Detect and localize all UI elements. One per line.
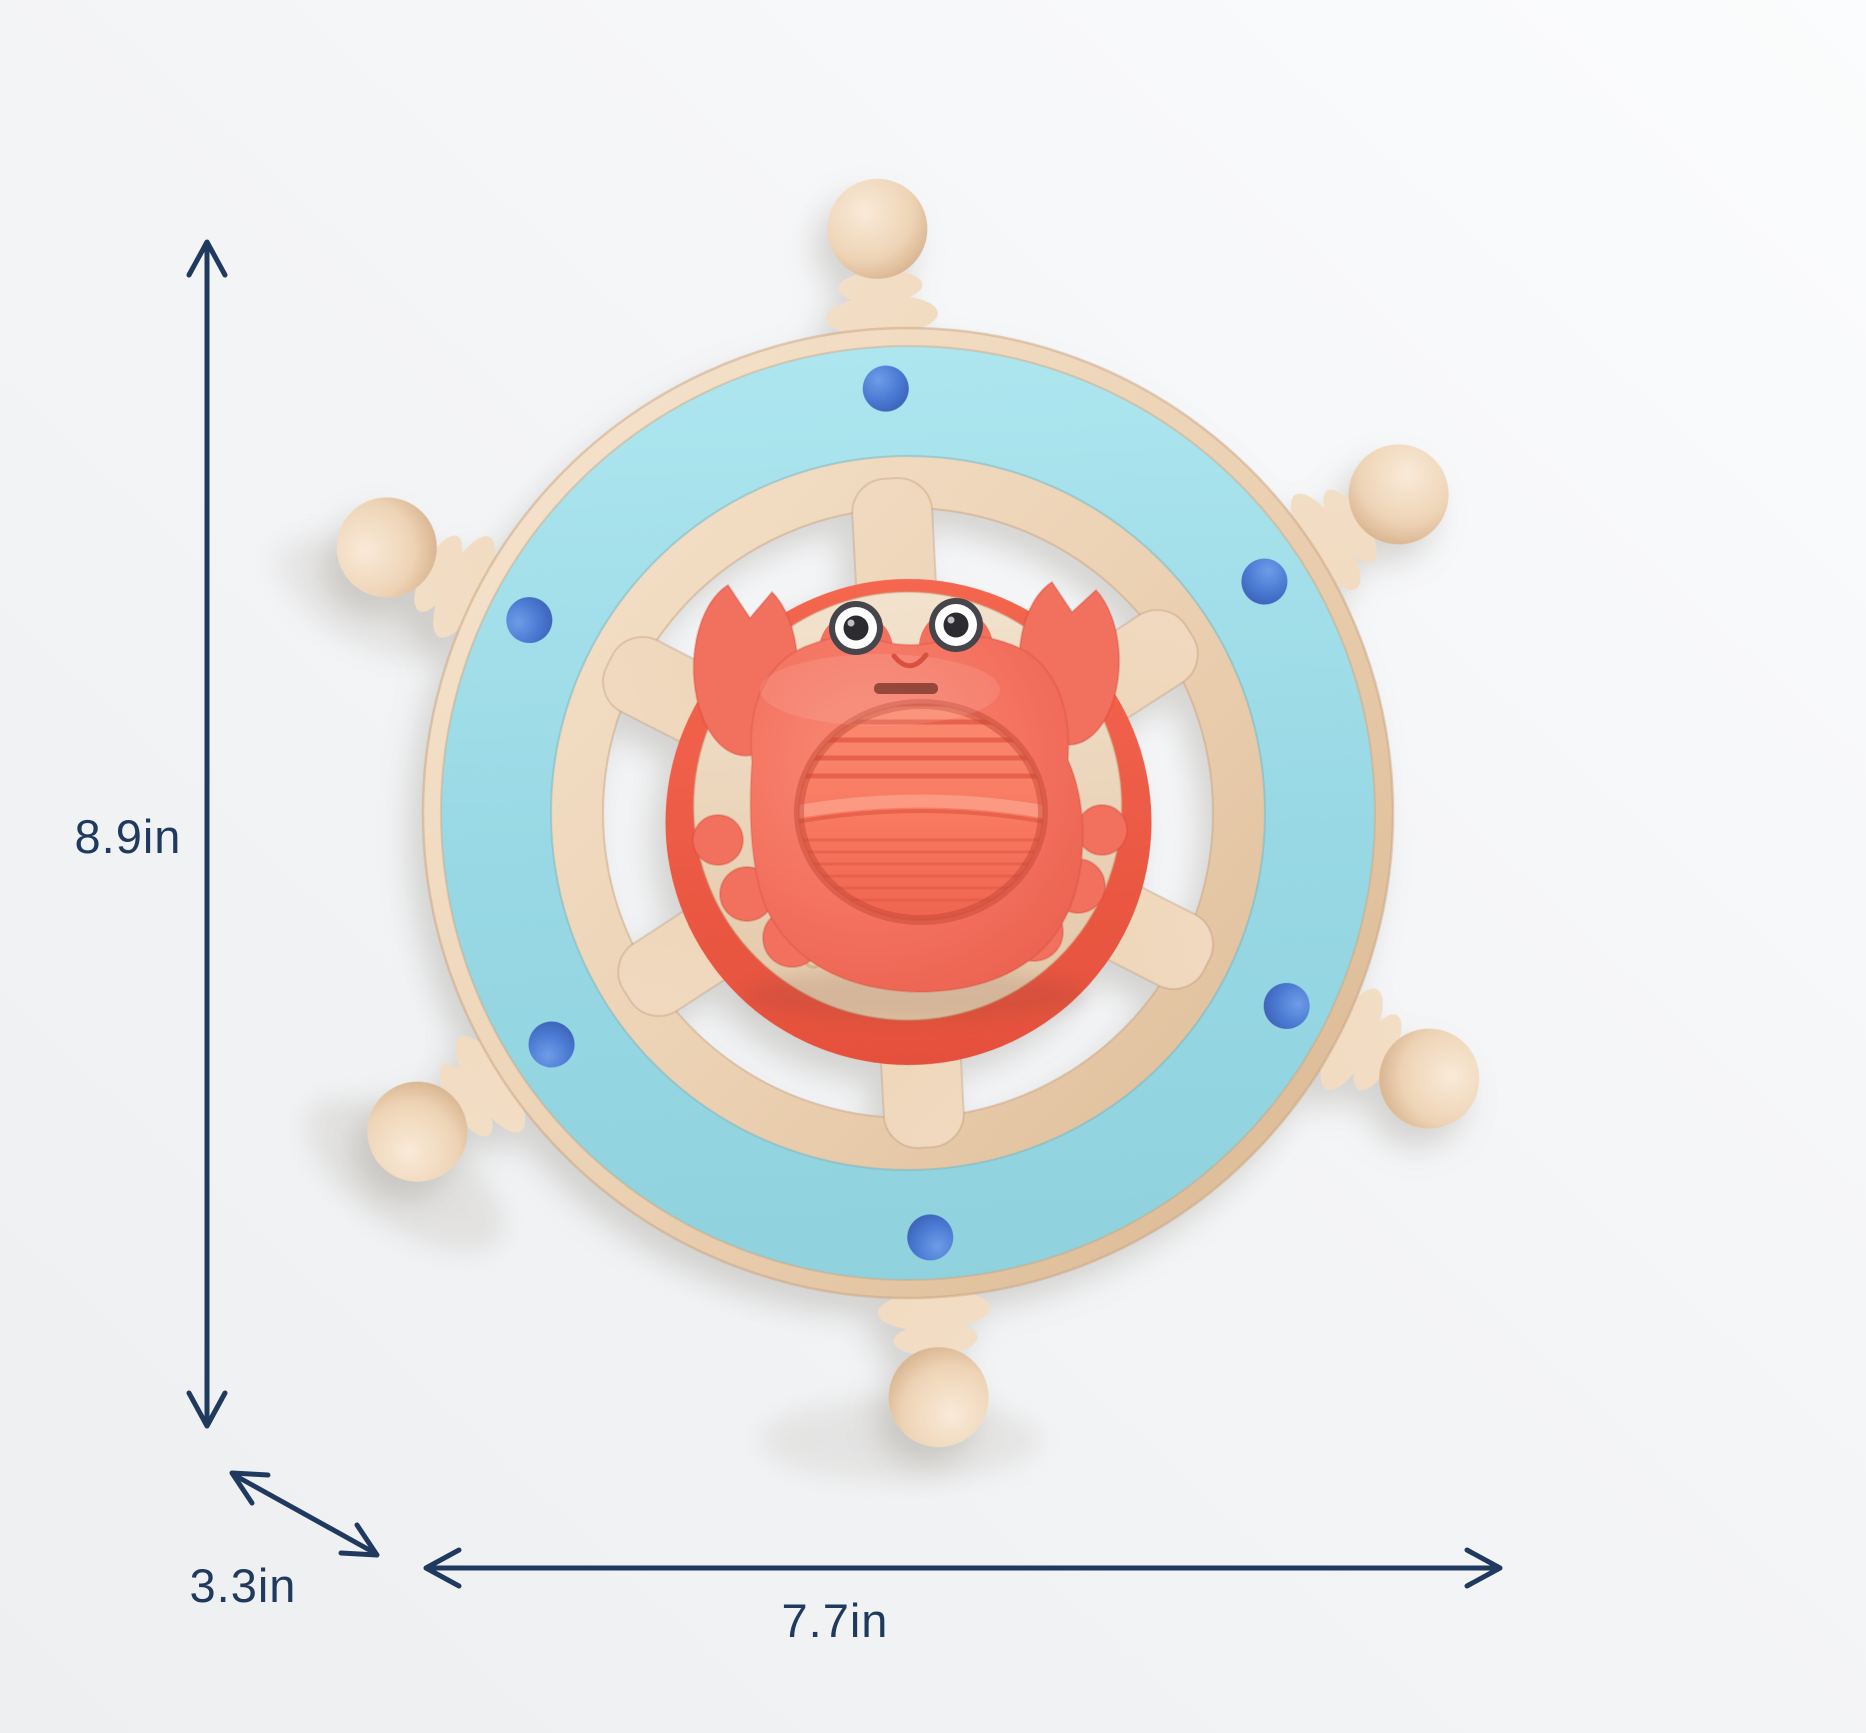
blue-dot: [1241, 558, 1288, 605]
arrowhead-left-icon: [423, 1547, 462, 1589]
wheel-handle: [1312, 988, 1480, 1129]
blue-dot: [1263, 982, 1310, 1029]
band-outer-seam: [440, 345, 1376, 1281]
handle-knob: [367, 1081, 468, 1182]
eye-glint: [947, 616, 955, 624]
height-dimension: 8.9in: [75, 239, 228, 1429]
roller-seam-highlight: [794, 794, 1048, 819]
width-dimension: 7.7in: [423, 1547, 1503, 1647]
blue-dot: [862, 365, 909, 412]
crab-left-eye: [829, 601, 883, 655]
wheel-handle: [826, 178, 938, 355]
wheel-handle: [1286, 444, 1449, 590]
handle-knob: [1379, 1028, 1480, 1129]
handle-knob: [827, 178, 928, 279]
blue-dot: [528, 1021, 575, 1068]
handle-knob: [888, 1347, 989, 1448]
arrowhead-right-icon: [1464, 1547, 1503, 1589]
eye-glint: [847, 619, 855, 627]
arrowhead-downright-icon: [338, 1522, 380, 1558]
depth-dimension-label: 3.3in: [190, 1559, 297, 1612]
crab-right-eye: [929, 598, 983, 652]
wheel-handles: [336, 178, 1480, 1448]
roller-seam-line: [795, 809, 1047, 824]
band-dots: [506, 365, 1310, 1261]
roller-ribs-lower: [786, 838, 1056, 902]
handle-knob: [1348, 444, 1449, 545]
crab: [692, 580, 1128, 994]
eye-pupil: [943, 612, 969, 638]
blue-dot: [907, 1214, 954, 1261]
height-dimension-label: 8.9in: [75, 810, 182, 863]
smile: [891, 652, 929, 669]
width-dimension-label: 7.7in: [782, 1594, 889, 1647]
shadow-blob: [276, 538, 444, 662]
dimension-annotations: 8.9in 3.3in 7.7in: [75, 239, 1503, 1647]
arrowhead-upleft-icon: [229, 1470, 271, 1506]
depth-dimension-line: [233, 1473, 376, 1555]
mouth-inner-shadow: [794, 699, 1048, 925]
wheel-handle: [367, 1036, 530, 1182]
wheel-rim: [423, 328, 1393, 1298]
blue-dot: [506, 597, 553, 644]
arrowhead-up-icon: [186, 239, 228, 278]
eye-pupil: [843, 615, 869, 641]
crab-leg: [692, 814, 744, 866]
crab-shadow: [745, 969, 1085, 1021]
arrowhead-down-icon: [186, 1390, 228, 1429]
crab-leg: [1076, 804, 1128, 856]
depth-dimension: 3.3in: [190, 1470, 380, 1612]
band-inner-seam: [550, 455, 1266, 1171]
mouth-slot: [874, 683, 938, 694]
handle-knob: [336, 497, 437, 598]
rim-outer-edge: [421, 326, 1395, 1300]
